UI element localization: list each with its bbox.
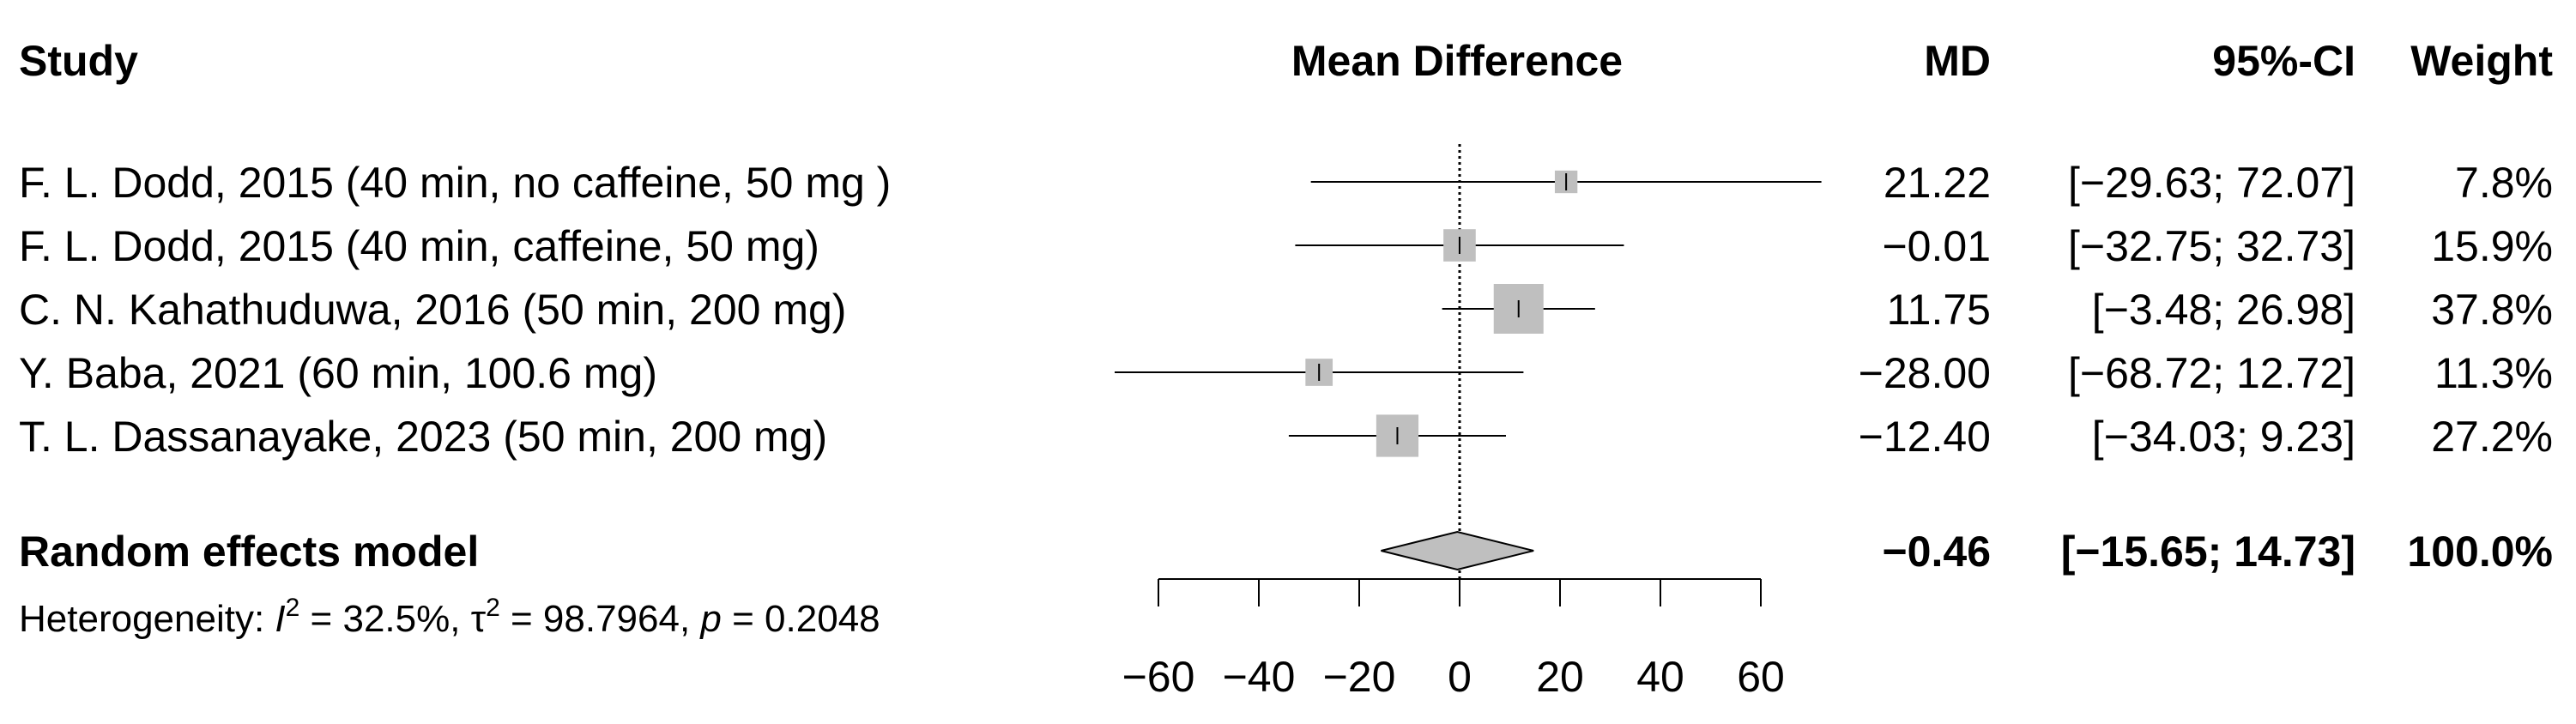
x-tick-label: 20 <box>1536 653 1584 701</box>
i2-symbol: I <box>275 598 285 640</box>
i2-superscript: 2 <box>286 594 300 622</box>
study-label: F. L. Dodd, 2015 (40 min, no caffeine, 5… <box>19 159 891 207</box>
pooled-weight: 100.0% <box>2407 528 2553 576</box>
p-value: = 0.2048 <box>722 598 880 640</box>
tau2-superscript: 2 <box>486 594 500 622</box>
study-ci: [−68.72; 12.72] <box>2068 349 2355 397</box>
study-ci: [−34.03; 9.23] <box>2092 413 2355 461</box>
header-mean-difference: Mean Difference <box>1291 37 1623 85</box>
header-md: MD <box>1924 37 1991 85</box>
study-weight: 11.3% <box>2434 349 2553 397</box>
study-label: F. L. Dodd, 2015 (40 min, caffeine, 50 m… <box>19 222 819 270</box>
study-weight: 15.9% <box>2431 222 2553 270</box>
x-tick-label: −60 <box>1122 653 1195 701</box>
study-values: 21.22 [−29.63; 72.07] 7.8% −0.01 [−32.75; 32… <box>1859 159 2553 461</box>
study-label: T. L. Dassanayake, 2023 (50 min, 200 mg) <box>19 413 827 461</box>
pooled-diamond <box>1381 530 1534 571</box>
p-symbol: p <box>698 598 721 640</box>
x-tick-label: −40 <box>1223 653 1296 701</box>
study-md: 21.22 <box>1884 159 1991 207</box>
study-md: −28.00 <box>1859 349 1991 397</box>
study-md: −12.40 <box>1859 413 1991 461</box>
x-tick-label: 0 <box>1448 653 1472 701</box>
heterogeneity-text: Heterogeneity: I2 = 32.5%, τ2 = 98.7964,… <box>19 594 880 640</box>
study-md: −0.01 <box>1882 222 1991 270</box>
pooled-md: −0.46 <box>1882 528 1991 576</box>
tau2-value: = 98.7964, <box>500 598 701 640</box>
pooled-label: Random effects model <box>19 528 479 576</box>
pooled-ci: [−15.65; 14.73] <box>2061 528 2355 576</box>
study-ci: [−29.63; 72.07] <box>2068 159 2355 207</box>
study-ci: [−32.75; 32.73] <box>2068 222 2355 270</box>
header-study: Study <box>19 37 138 85</box>
study-squares <box>1305 170 1578 457</box>
study-weight: 27.2% <box>2431 413 2553 461</box>
tau2-symbol: τ <box>471 598 487 640</box>
study-label: C. N. Kahathuduwa, 2016 (50 min, 200 mg) <box>19 286 846 334</box>
study-weight: 37.8% <box>2431 286 2553 334</box>
i2-value: = 32.5%, <box>299 598 470 640</box>
x-axis: −60 −40 −20 0 20 40 60 <box>1122 578 1785 701</box>
header-weight: Weight <box>2410 37 2553 85</box>
study-weight: 7.8% <box>2455 159 2553 207</box>
study-labels: F. L. Dodd, 2015 (40 min, no caffeine, 5… <box>19 159 891 461</box>
study-label: Y. Baba, 2021 (60 min, 100.6 mg) <box>19 349 657 397</box>
header-ci: 95%-CI <box>2212 37 2355 85</box>
study-ci: [−3.48; 26.98] <box>2092 286 2355 334</box>
x-tick-label: 40 <box>1636 653 1684 701</box>
x-tick-label: 60 <box>1737 653 1785 701</box>
heterogeneity-prefix: Heterogeneity: <box>19 598 275 640</box>
ci-lines <box>1114 181 1822 437</box>
x-tick-label: −20 <box>1323 653 1396 701</box>
study-md: 11.75 <box>1887 286 1991 334</box>
